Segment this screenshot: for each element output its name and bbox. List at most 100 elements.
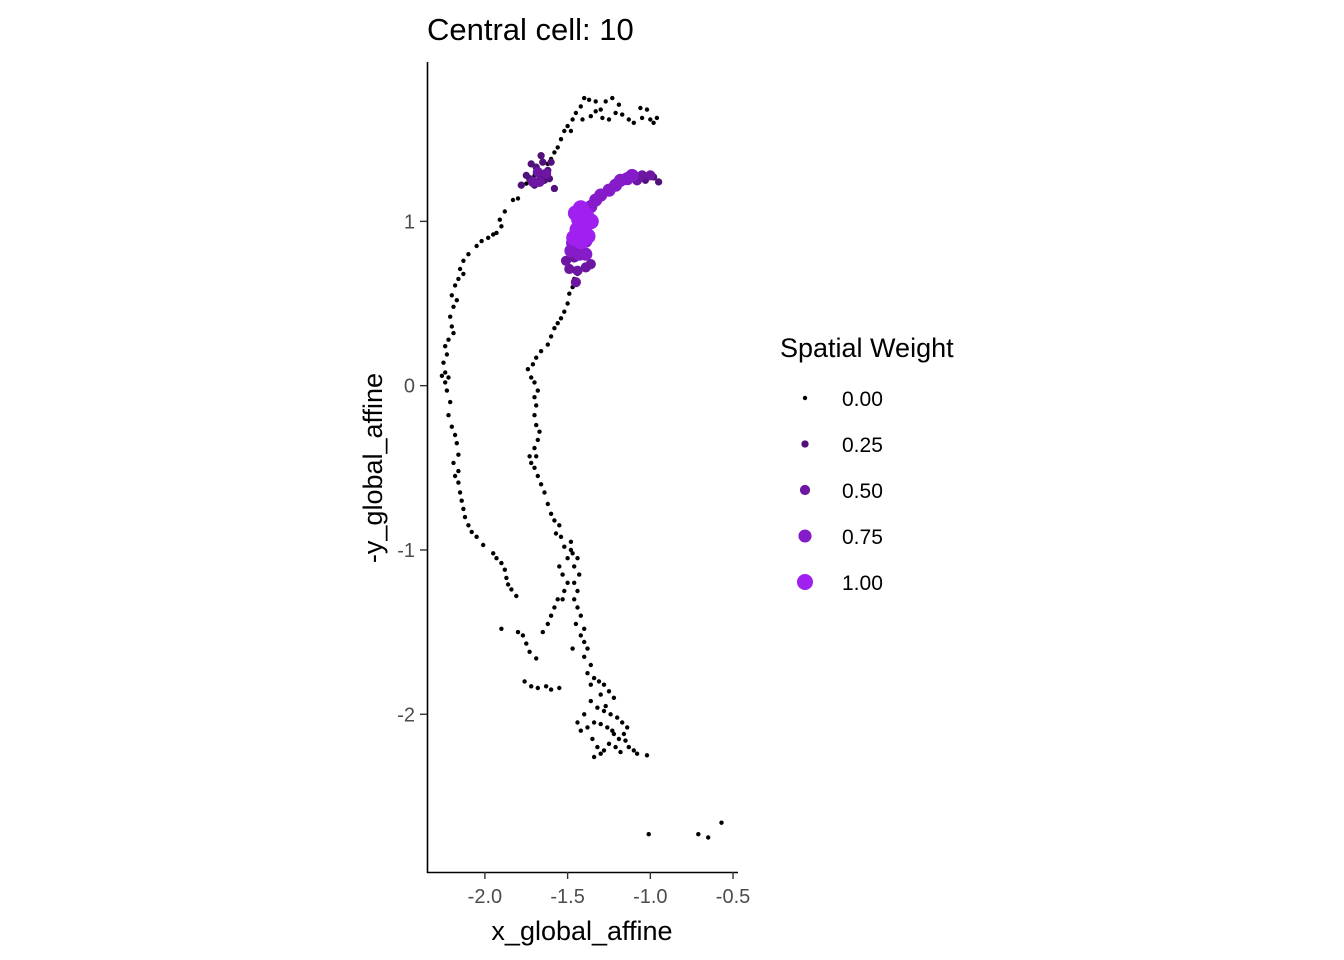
data-point xyxy=(456,468,461,474)
data-point xyxy=(562,588,567,594)
data-point xyxy=(461,271,466,277)
data-point xyxy=(580,117,585,122)
data-point xyxy=(534,656,539,661)
data-point xyxy=(560,255,572,266)
data-point xyxy=(645,170,656,181)
data-point xyxy=(613,110,618,116)
data-point xyxy=(439,373,445,378)
data-point xyxy=(570,646,575,651)
data-point xyxy=(491,232,496,237)
data-point xyxy=(532,395,537,400)
x-axis-ticks: -2.0 -1.5 -1.0 -0.5 xyxy=(468,872,750,908)
data-point xyxy=(565,123,570,129)
legend-key xyxy=(799,484,811,496)
data-point xyxy=(585,725,590,730)
data-point xyxy=(456,452,461,457)
data-point xyxy=(570,551,575,556)
data-point xyxy=(522,171,530,180)
data-point xyxy=(481,542,486,548)
data-point xyxy=(575,588,580,594)
data-point xyxy=(654,178,663,186)
data-point xyxy=(535,437,540,443)
data-point xyxy=(706,835,711,840)
legend-key xyxy=(802,395,808,401)
data-point xyxy=(451,460,456,466)
data-point xyxy=(588,662,593,668)
data-point xyxy=(593,99,598,104)
data-point xyxy=(562,544,567,549)
data-point xyxy=(591,720,597,725)
data-point xyxy=(573,621,579,627)
data-point xyxy=(613,744,618,750)
data-point xyxy=(582,213,599,230)
data-point xyxy=(538,349,544,354)
data-point xyxy=(539,158,547,166)
data-point xyxy=(578,104,583,109)
data-point xyxy=(593,109,598,114)
data-point xyxy=(598,692,603,697)
data-point xyxy=(555,597,560,602)
data-point xyxy=(603,703,608,709)
data-point xyxy=(579,228,596,245)
data-point xyxy=(565,580,570,585)
y-tick-label: 0 xyxy=(404,376,415,398)
data-point xyxy=(638,105,643,111)
data-point xyxy=(550,184,559,193)
data-point xyxy=(568,547,574,553)
data-point xyxy=(510,197,516,203)
legend-label: 0.75 xyxy=(842,526,883,549)
data-point xyxy=(452,432,458,438)
x-axis-title: x_global_affine xyxy=(491,916,672,946)
data-point xyxy=(606,741,612,746)
data-point xyxy=(601,682,607,687)
data-point xyxy=(494,230,499,236)
data-point xyxy=(461,258,466,263)
data-point xyxy=(591,675,597,681)
data-point xyxy=(598,751,603,756)
data-point xyxy=(558,137,564,142)
data-point xyxy=(449,293,454,298)
data-point xyxy=(598,107,603,112)
data-point xyxy=(552,150,557,155)
data-point xyxy=(651,120,656,126)
data-point xyxy=(572,597,577,602)
data-point xyxy=(497,217,502,222)
data-point xyxy=(577,572,582,577)
x-tick-label: -1.5 xyxy=(550,886,584,908)
data-point xyxy=(474,534,479,539)
data-point xyxy=(545,342,550,347)
data-point xyxy=(448,399,453,405)
data-point xyxy=(459,498,464,503)
data-point xyxy=(553,531,559,536)
data-point xyxy=(573,110,579,116)
data-point xyxy=(456,480,461,485)
data-point xyxy=(610,95,615,101)
x-tick-label: -1.0 xyxy=(633,886,667,908)
data-point xyxy=(444,388,450,393)
data-point xyxy=(564,263,575,275)
data-point xyxy=(696,832,701,837)
data-point xyxy=(620,112,625,117)
chart-title: Central cell: 10 xyxy=(427,12,634,47)
data-point xyxy=(457,490,463,495)
data-point xyxy=(606,117,612,122)
data-point xyxy=(555,321,560,326)
data-point xyxy=(575,605,580,610)
data-point xyxy=(454,441,459,446)
data-point xyxy=(534,454,539,459)
data-point xyxy=(538,482,544,487)
y-tick-label: 1 xyxy=(404,211,415,233)
data-point xyxy=(504,575,509,581)
data-point xyxy=(486,235,491,240)
data-point xyxy=(479,238,484,244)
data-point xyxy=(530,362,536,367)
data-point xyxy=(565,301,570,306)
data-point xyxy=(454,298,459,303)
data-point xyxy=(446,337,451,342)
data-point xyxy=(537,429,542,434)
data-point xyxy=(568,539,574,544)
legend-items: 0.00 0.25 0.50 0.75 1.00 xyxy=(797,388,883,595)
data-point xyxy=(595,705,600,710)
data-point xyxy=(578,613,583,618)
data-point xyxy=(639,115,645,121)
